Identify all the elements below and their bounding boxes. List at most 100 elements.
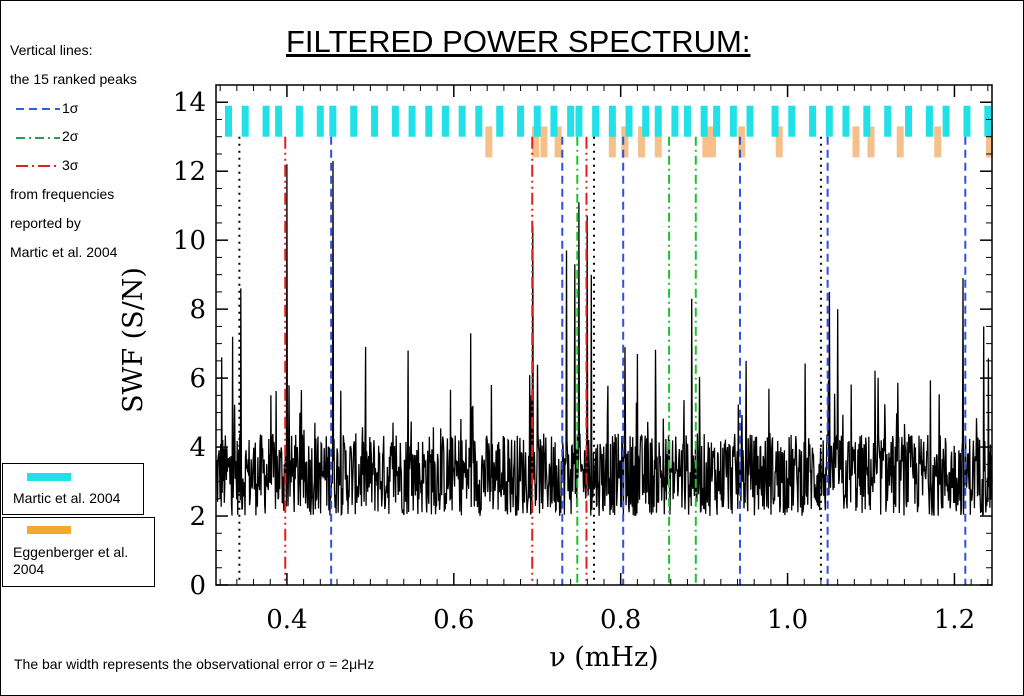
x-tick-label: 1.0 xyxy=(767,605,808,635)
martic-bar xyxy=(713,105,721,137)
martic-bar xyxy=(350,105,358,137)
eggenberger-bar xyxy=(985,126,993,158)
sidebar-line-2: the 15 ranked peaks xyxy=(10,70,137,87)
martic-bar xyxy=(295,105,303,137)
martic-bar xyxy=(441,105,449,137)
martic-bar xyxy=(700,105,708,137)
martic-bar xyxy=(567,105,575,137)
martic-bar xyxy=(262,105,270,137)
x-tick-label: 0.8 xyxy=(600,605,641,635)
martic-bar xyxy=(809,105,817,137)
martic-bar xyxy=(842,105,850,137)
frequency-bars xyxy=(225,105,993,158)
martic-bar xyxy=(683,105,691,137)
y-tick-label: 2 xyxy=(189,502,206,532)
y-tick-label: 0 xyxy=(189,571,206,601)
martic-bar xyxy=(391,105,399,137)
spectrum-line xyxy=(215,160,993,517)
eggenberger-label: Eggenberger et al. 2004 xyxy=(13,544,129,577)
dash-dot-line-icon xyxy=(16,136,60,139)
martic-bar xyxy=(550,105,558,137)
martic-bar xyxy=(225,105,233,137)
eggenberger-bar xyxy=(896,126,904,158)
eggenberger-bar xyxy=(532,126,540,158)
martic-bar xyxy=(425,105,433,137)
martic-legend-box: Martic et al. 2004 xyxy=(2,463,144,515)
eggenberger-bar xyxy=(608,126,616,158)
martic-bar xyxy=(863,105,871,137)
eggenberger-legend-box: Eggenberger et al. 2004 xyxy=(2,517,155,587)
martic-bar xyxy=(729,105,737,137)
eggenberger-bar xyxy=(621,126,629,158)
martic-bar xyxy=(654,105,662,137)
legend-1sigma-label: 1σ xyxy=(62,99,79,116)
eggenberger-bar xyxy=(775,126,783,158)
sidebar-legend: Vertical lines: the 15 ranked peaks 1σ 2… xyxy=(10,36,137,266)
y-tick-label: 8 xyxy=(189,295,206,325)
martic-bar xyxy=(316,105,324,137)
orange-swatch xyxy=(27,526,71,534)
y-tick-label: 12 xyxy=(173,157,206,187)
y-axis-label: SWF (S/N) xyxy=(118,267,149,413)
martic-bar xyxy=(408,105,416,137)
sidebar-line-1: Vertical lines: xyxy=(10,42,93,58)
eggenberger-bar xyxy=(708,126,716,158)
y-tick-label: 4 xyxy=(189,433,206,463)
martic-bar xyxy=(517,105,525,137)
eggenberger-bar xyxy=(638,126,646,158)
eggenberger-bar xyxy=(554,126,562,158)
eggenberger-bar xyxy=(867,126,875,158)
eggenberger-bar xyxy=(852,126,860,158)
martic-bar xyxy=(592,105,600,137)
x-tick-label: 0.6 xyxy=(433,605,474,635)
martic-bar xyxy=(371,105,379,137)
sidebar-line-4: reported by xyxy=(10,214,81,231)
martic-bar xyxy=(771,105,779,137)
martic-bar xyxy=(575,105,583,137)
sidebar-line-5: Martic et al. 2004 xyxy=(10,243,118,260)
peak-lines xyxy=(238,136,967,585)
martic-bar xyxy=(671,105,679,137)
spectrum-trace xyxy=(215,160,993,517)
martic-bar xyxy=(984,105,992,137)
eggenberger-bar xyxy=(738,126,746,158)
martic-label: Martic et al. 2004 xyxy=(13,490,121,506)
martic-bar xyxy=(625,105,633,137)
martic-bar xyxy=(458,105,466,137)
martic-bar xyxy=(533,105,541,137)
y-tick-label: 10 xyxy=(173,226,206,256)
x-tick-label: 1.2 xyxy=(934,605,975,635)
martic-bar xyxy=(608,105,616,137)
eggenberger-bar xyxy=(485,126,493,158)
x-tick-label: 0.4 xyxy=(266,605,307,635)
martic-bar xyxy=(825,105,833,137)
sidebar-line-3: from frequencies xyxy=(10,185,115,202)
martic-bar xyxy=(496,105,504,137)
eggenberger-bar xyxy=(654,126,662,158)
martic-bar xyxy=(925,105,933,137)
legend-2sigma-label: 2σ xyxy=(62,128,79,145)
martic-bar xyxy=(746,105,754,137)
martic-bar xyxy=(329,105,337,137)
martic-bar xyxy=(963,105,971,137)
axes: 0.4 0.6 0.8 1.0 1.2 0 2 4 6 8 10 12 14 xyxy=(173,85,992,635)
cyan-swatch xyxy=(27,473,71,481)
martic-bar xyxy=(942,105,950,137)
dash-dot-dot-line-icon xyxy=(16,165,60,168)
martic-bar xyxy=(642,105,650,137)
legend-3sigma: 3σ xyxy=(10,151,137,180)
y-tick-label: 14 xyxy=(173,88,206,118)
dashed-line-icon xyxy=(16,107,60,110)
martic-bar xyxy=(275,105,283,137)
chart-title: FILTERED POWER SPECTRUM: xyxy=(286,24,751,59)
martic-bar xyxy=(905,105,913,137)
eggenberger-bar xyxy=(540,126,548,158)
legend-2sigma: 2σ xyxy=(10,122,137,151)
martic-bar xyxy=(788,105,796,137)
martic-bar xyxy=(241,105,249,137)
legend-1sigma: 1σ xyxy=(10,94,137,123)
martic-bar xyxy=(475,105,483,137)
legend-3sigma-label: 3σ xyxy=(62,157,79,174)
eggenberger-bar xyxy=(934,126,942,158)
